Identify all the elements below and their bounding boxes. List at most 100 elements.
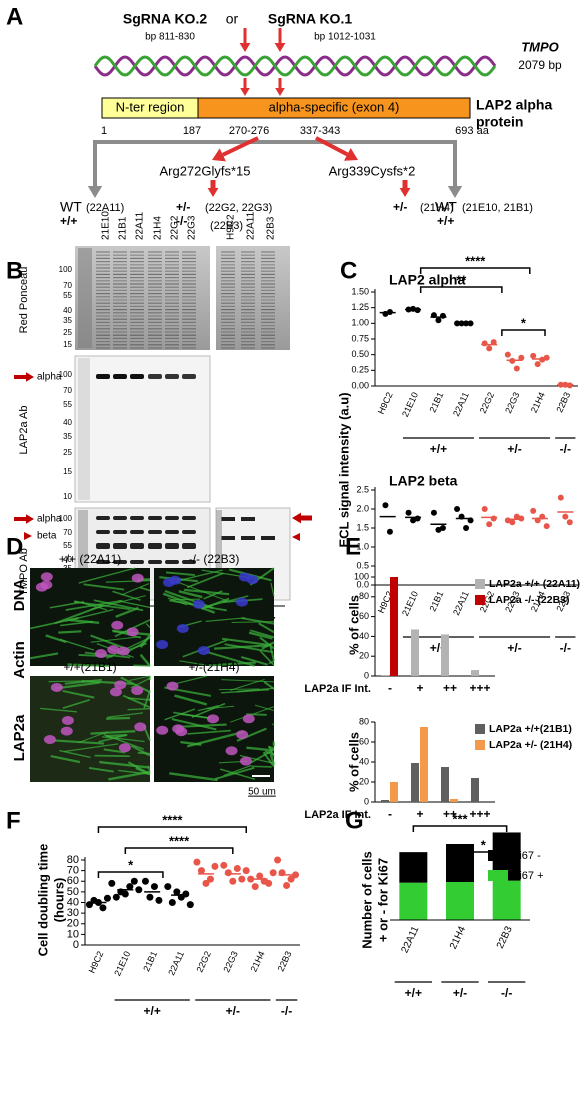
sgrna-label: SgRNA KO.1: [268, 11, 352, 27]
nucleus: [117, 646, 130, 656]
blot-band: [130, 543, 144, 549]
actin-fiber: [65, 608, 114, 622]
data-point: [238, 875, 246, 883]
actin-fiber: [62, 690, 95, 699]
band-label: alpha: [37, 372, 62, 383]
nucleus: [131, 573, 144, 583]
outcome-clone: (22A11): [86, 202, 124, 214]
y-axis-title: Number of cells: [359, 851, 374, 949]
actin-fiber: [133, 664, 151, 667]
data-point: [269, 869, 277, 877]
marker-label: 40: [63, 306, 72, 315]
actin-fiber: [162, 592, 216, 614]
y-tick-label: 1.5: [356, 522, 369, 532]
data-point: [435, 317, 442, 324]
blot-ponceau: [216, 246, 290, 350]
panel-letter: D: [6, 533, 23, 560]
panel-letter: F: [6, 807, 21, 834]
gene-length: 2079 bp: [518, 58, 562, 72]
scale-label: 50 um: [248, 787, 276, 798]
y-tick-label: 20: [67, 918, 79, 930]
legend-swatch: [475, 740, 485, 750]
marker-lane: [216, 510, 222, 598]
x-tick-label: 22B3: [495, 924, 515, 950]
data-point: [242, 867, 250, 875]
data-point: [265, 879, 273, 887]
nucleus: [225, 746, 238, 756]
significance-label: *: [521, 315, 527, 330]
data-point: [206, 875, 214, 883]
bar: [381, 675, 389, 676]
x-tick-label: +: [416, 681, 423, 695]
x-tick-label: 22A11: [400, 924, 422, 955]
actin-fiber: [214, 766, 255, 780]
actin-fiber: [83, 583, 125, 591]
actin-fiber: [165, 571, 195, 577]
nucleus: [40, 572, 53, 582]
y-tick-label: 10: [67, 928, 79, 940]
arrow-head: [212, 148, 226, 162]
blot-band: [165, 560, 179, 564]
chart-title: LAP2 alpha: [389, 272, 465, 288]
actin-fiber: [90, 730, 136, 735]
x-tick-label: 21H4: [448, 924, 468, 951]
marker-label: 35: [63, 316, 72, 325]
blot-band: [130, 516, 144, 520]
x-tick-label: 21E10: [112, 950, 132, 978]
actin-fiber: [184, 588, 230, 596]
outcome-genotype: +/-: [176, 200, 190, 214]
actin-fiber: [64, 743, 119, 753]
actin-fiber: [59, 749, 91, 759]
x-tick-label: 22G3: [503, 391, 521, 415]
arrow-head: [26, 372, 34, 382]
position-label: 270-276: [229, 125, 269, 137]
data-point: [164, 883, 172, 891]
actin-fiber: [268, 643, 275, 662]
actin-fiber: [254, 704, 275, 712]
lane-label: 21B1: [118, 216, 129, 240]
mutation-label: Arg339Cysfs*2: [329, 163, 416, 178]
data-point: [486, 345, 493, 352]
arrow-shaft: [221, 136, 259, 157]
actin-fiber: [269, 754, 276, 765]
y-tick-label: 0.5: [356, 560, 369, 570]
arrow-head: [275, 88, 285, 96]
lane-label: 22B3: [266, 216, 277, 240]
y-tick-label: 0.75: [351, 333, 369, 343]
data-point: [197, 867, 205, 875]
actin-fiber: [29, 652, 59, 660]
y-axis-title: Cell doubling time: [35, 844, 50, 957]
data-point: [182, 890, 190, 898]
actin-fiber: [118, 600, 151, 609]
actin-fiber: [172, 579, 228, 602]
data-point: [193, 858, 201, 866]
actin-fiber: [129, 675, 151, 682]
actin-fiber: [90, 634, 125, 649]
marker-label: 70: [63, 528, 72, 537]
outcome-clone: (21E10, 21B1): [462, 202, 533, 214]
blot-band: [113, 516, 127, 520]
lane-label: H9C2: [226, 214, 237, 240]
blot-band: [221, 536, 235, 540]
actin-fiber: [229, 678, 265, 691]
blot-band: [148, 530, 162, 534]
data-point: [382, 502, 389, 509]
bar-segment: [399, 882, 428, 920]
actin-fiber: [78, 731, 109, 744]
actin-fiber: [191, 702, 226, 719]
marker-label: 100: [59, 265, 73, 274]
significance-label: *: [128, 857, 134, 872]
data-point: [274, 856, 282, 864]
data-point: [562, 513, 569, 520]
data-point: [414, 515, 421, 522]
actin-fiber: [214, 644, 269, 650]
bar-segment: [399, 852, 428, 883]
actin-fiber: [224, 643, 274, 654]
actin-fiber: [50, 754, 81, 764]
nucleus: [107, 645, 120, 655]
bar-segment: [446, 882, 474, 920]
x-tick-label: ++: [443, 807, 457, 821]
arrow-head: [240, 88, 250, 96]
blot-band: [148, 374, 162, 379]
y-tick-label: 0: [364, 796, 369, 806]
